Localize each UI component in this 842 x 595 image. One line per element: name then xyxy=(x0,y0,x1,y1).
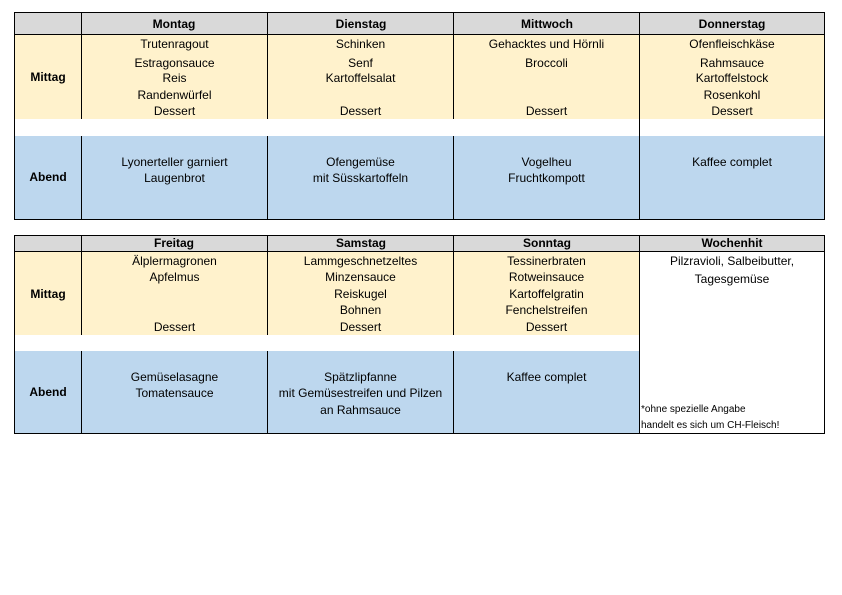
day-header-wochenhit: Wochenhit xyxy=(701,236,763,250)
week1-mittag-row xyxy=(15,35,824,119)
week2-abend-label: Abend xyxy=(29,385,67,399)
menu-item: Rahmsauce xyxy=(699,56,765,70)
menu-item xyxy=(454,402,639,418)
menu-item: Spätzlipfanne xyxy=(324,370,397,384)
week2-mittag-label: Mittag xyxy=(30,287,66,301)
week2-spacer xyxy=(15,335,639,351)
menu-item: Bohnen xyxy=(339,303,382,317)
menu-item: Rosenkohl xyxy=(703,88,761,102)
menu-item: Lammgeschnetzeltes xyxy=(303,254,418,268)
divider xyxy=(453,351,454,433)
day-header-mittwoch: Mittwoch xyxy=(521,17,573,31)
note-line: handelt es sich um CH-Fleisch! xyxy=(641,420,780,431)
day-header-sonntag: Sonntag xyxy=(523,236,571,250)
menu-item: Senf xyxy=(348,56,373,70)
menu-item: Lyonerteller garniert xyxy=(121,155,228,169)
week2-abend-row xyxy=(15,351,639,433)
menu-item-dessert: Dessert xyxy=(153,320,196,334)
menu-item: Ofenfleischkäse xyxy=(689,37,775,51)
menu-item xyxy=(454,385,639,401)
menu-item: Broccoli xyxy=(525,56,568,70)
day-header-dienstag: Dienstag xyxy=(335,17,387,31)
menu-item: Tessinerbraten xyxy=(507,254,586,268)
menu-item-dessert: Dessert xyxy=(339,104,382,118)
menu-item: Vogelheu xyxy=(521,155,572,169)
menu-item: Gemüselasagne xyxy=(130,370,219,384)
menu-item xyxy=(454,70,639,86)
note-line: *ohne spezielle Angabe xyxy=(641,404,746,415)
menu-item: an Rahmsauce xyxy=(320,403,401,417)
menu-item: Rotweinsauce xyxy=(508,270,585,284)
day-header-montag: Montag xyxy=(152,17,196,31)
week2-table: Freitag Samstag Sonntag Wochenhit Mittag… xyxy=(14,235,825,434)
divider xyxy=(81,136,82,219)
week1-abend-label: Abend xyxy=(29,170,67,184)
menu-item xyxy=(640,170,824,186)
menu-item-dessert: Dessert xyxy=(525,320,568,334)
week1-spacer xyxy=(15,119,824,136)
menu-item: mit Gemüsestreifen und Pilzen xyxy=(278,386,443,400)
divider xyxy=(453,13,454,119)
menu-item: Fruchtkompott xyxy=(508,171,585,185)
divider xyxy=(267,136,268,219)
menu-item: Schinken xyxy=(335,37,386,51)
menu-item: Laugenbrot xyxy=(144,171,205,185)
menu-item xyxy=(82,286,267,302)
menu-item xyxy=(82,402,267,418)
divider xyxy=(639,13,640,219)
week1-abend-row xyxy=(15,136,824,219)
menu-item: Reis xyxy=(162,71,187,85)
menu-item: Ofengemüse xyxy=(326,155,395,169)
menu-item: Kartoffelstock xyxy=(695,71,769,85)
divider xyxy=(81,351,82,433)
divider xyxy=(639,236,640,433)
menu-item: Reiskugel xyxy=(334,287,387,301)
divider xyxy=(267,13,268,119)
menu-item: Gehacktes und Hörnli xyxy=(488,37,605,51)
divider xyxy=(453,236,454,335)
wochenhit-cell: Pilzravioli, Salbeibutter, Tagesgemüse xyxy=(640,252,824,288)
day-header-freitag: Freitag xyxy=(153,236,194,250)
menu-item xyxy=(454,87,639,103)
week2-header-row xyxy=(15,236,824,252)
day-header-samstag: Samstag xyxy=(335,236,387,250)
day-header-donnerstag: Donnerstag xyxy=(698,17,766,31)
divider xyxy=(267,351,268,433)
meat-origin-note: *ohne spezielle Angabe handelt es sich u… xyxy=(641,402,779,434)
menu-item: Minzensauce xyxy=(325,270,396,284)
menu-item: Fenchelstreifen xyxy=(505,303,588,317)
divider xyxy=(453,136,454,219)
menu-item: Tomatensauce xyxy=(135,386,214,400)
divider xyxy=(267,236,268,335)
menu-item: mit Süsskartoffeln xyxy=(312,171,409,185)
menu-item: Kaffee complet xyxy=(692,155,772,169)
divider xyxy=(81,236,82,335)
menu-item: Älplermagronen xyxy=(132,254,217,268)
menu-item-dessert: Dessert xyxy=(153,104,196,118)
week1-mittag-label: Mittag xyxy=(30,70,66,84)
wochenhit-line: Tagesgemüse xyxy=(694,272,770,286)
menu-item: Apfelmus xyxy=(149,270,200,284)
menu-item-dessert: Dessert xyxy=(711,104,753,118)
wochenhit-line: Pilzravioli, Salbeibutter, xyxy=(669,254,795,268)
menu-item-dessert: Dessert xyxy=(525,104,568,118)
week1-header-row xyxy=(15,13,824,35)
divider xyxy=(81,13,82,119)
week1-table: Montag Dienstag Mittwoch Donnerstag Mitt… xyxy=(14,12,825,220)
menu-item xyxy=(82,302,267,318)
menu-item: Kaffee complet xyxy=(506,370,587,384)
menu-item: Trutenragout xyxy=(140,37,209,51)
week2-mittag-row xyxy=(15,252,639,335)
menu-item: Estragonsauce xyxy=(134,56,215,70)
menu-item xyxy=(268,87,453,103)
menu-item-dessert: Dessert xyxy=(339,320,382,334)
menu-item: Kartoffelgratin xyxy=(509,287,584,301)
menu-item: Kartoffelsalat xyxy=(325,71,396,85)
menu-item: Randenwürfel xyxy=(137,88,212,102)
